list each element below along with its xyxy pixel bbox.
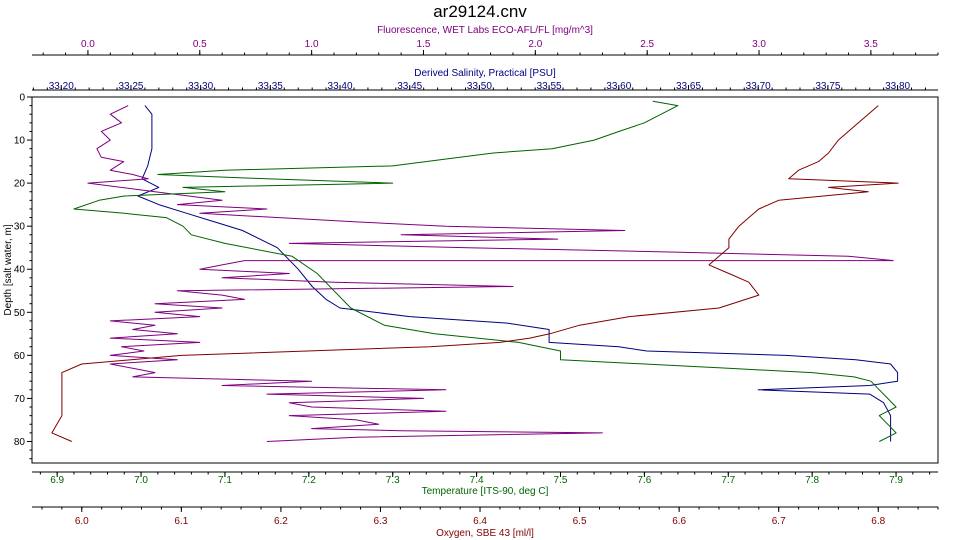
temperature-tick-label: 7.0 (134, 475, 148, 486)
fluorescence-tick-label: 3.0 (752, 39, 766, 50)
depth-tick-label: 20 (14, 179, 26, 190)
fluorescence-tick-label: 1.5 (417, 39, 431, 50)
temperature-tick-label: 7.6 (637, 475, 651, 486)
oxygen-tick-label: 6.8 (871, 516, 885, 527)
temperature-profile-line (73, 100, 897, 442)
temperature-tick-label: 6.9 (50, 475, 64, 486)
fluorescence-tick-label: 1.0 (305, 39, 319, 50)
plot-frame (31, 96, 939, 464)
depth-axis-title: Depth [salt water, m] (3, 224, 14, 315)
salinity-tick-label: 33.75 (815, 81, 840, 92)
salinity-axis-title: Derived Salinity, Practical [PSU] (414, 68, 556, 79)
depth-tick-label: 30 (14, 222, 26, 233)
salinity-tick-label: 33.40 (328, 81, 353, 92)
salinity-tick-label: 33.80 (885, 81, 910, 92)
salinity-tick-label: 33.45 (397, 81, 422, 92)
salinity-tick-label: 33.70 (746, 81, 771, 92)
temperature-tick-label: 7.4 (470, 475, 484, 486)
oxygen-tick-label: 6.3 (374, 516, 388, 527)
temperature-tick-label: 7.9 (889, 475, 903, 486)
oxygen-tick-label: 6.5 (573, 516, 587, 527)
salinity-tick-label: 33.50 (467, 81, 492, 92)
fluorescence-tick-label: 0.5 (193, 39, 207, 50)
oxygen-profile-line (51, 105, 899, 442)
salinity-tick-label: 33.60 (606, 81, 631, 92)
oxygen-tick-label: 6.4 (473, 516, 487, 527)
salinity-tick-label: 33.30 (188, 81, 213, 92)
depth-tick-label: 60 (14, 351, 26, 362)
temperature-tick-label: 7.1 (218, 475, 232, 486)
depth-tick-label: 40 (14, 265, 26, 276)
temperature-tick-label: 7.2 (302, 475, 316, 486)
fluorescence-profile-line (87, 105, 894, 442)
series-layer (51, 100, 899, 442)
depth-tick-label: 70 (14, 394, 26, 405)
salinity-tick-label: 33.20 (49, 81, 74, 92)
salinity-tick-label: 33.25 (118, 81, 143, 92)
fluorescence-tick-label: 2.5 (640, 39, 654, 50)
oxygen-tick-label: 6.0 (75, 516, 89, 527)
oxygen-tick-label: 6.7 (772, 516, 786, 527)
temperature-tick-label: 7.5 (554, 475, 568, 486)
salinity-tick-label: 33.65 (676, 81, 701, 92)
depth-tick-label: 50 (14, 308, 26, 319)
chart-title: ar29124.cnv (433, 2, 527, 21)
salinity-tick-label: 33.35 (258, 81, 283, 92)
fluorescence-tick-label: 2.0 (528, 39, 542, 50)
oxygen-axis-title: Oxygen, SBE 43 [ml/l] (436, 528, 534, 539)
temperature-tick-label: 7.7 (721, 475, 735, 486)
axes-layer: 0.0 0.5 1.0 1.5 2.0 2.5 3.0 3.5 Fluorescence, WE… (14, 25, 939, 539)
oxygen-tick-label: 6.1 (174, 516, 188, 527)
salinity-tick-label: 33.55 (537, 81, 562, 92)
oxygen-tick-label: 6.6 (672, 516, 686, 527)
temperature-tick-label: 7.8 (805, 475, 819, 486)
depth-tick-label: 0 (19, 93, 25, 104)
temperature-axis-title: Temperature [ITS-90, deg C] (422, 486, 549, 497)
depth-tick-label: 10 (14, 136, 26, 147)
temperature-tick-label: 7.3 (386, 475, 400, 486)
salinity-profile-line (137, 105, 899, 442)
fluorescence-axis-title: Fluorescence, WET Labs ECO-AFL/FL [mg/m^… (377, 25, 593, 36)
oxygen-tick-label: 6.2 (274, 516, 288, 527)
fluorescence-tick-label: 0.0 (81, 39, 95, 50)
fluorescence-tick-label: 3.5 (864, 39, 878, 50)
depth-tick-label: 80 (14, 437, 26, 448)
